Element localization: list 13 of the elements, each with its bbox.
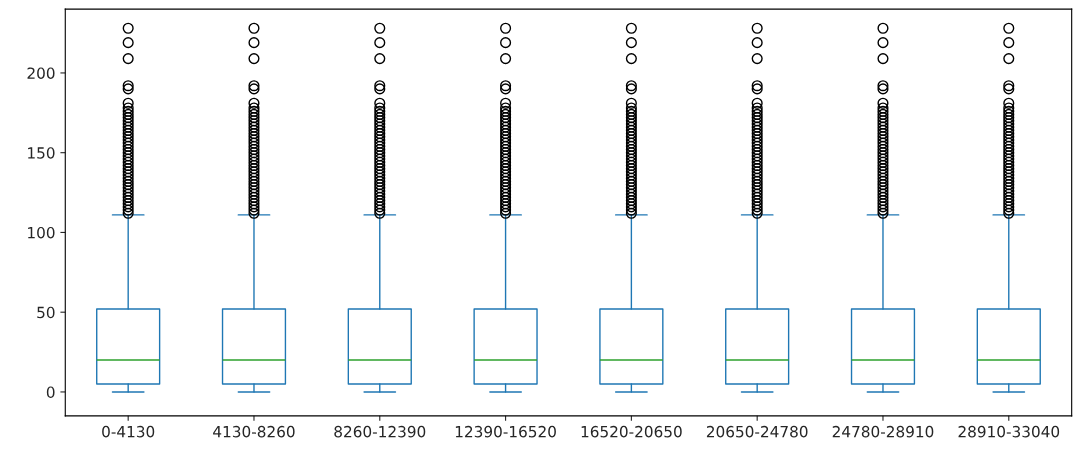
y-tick-label: 200 [27,67,55,79]
y-tick-label: 50 [37,306,55,319]
x-tick-label: 8260-12390 [334,425,426,438]
y-tick-label: 0 [46,386,55,398]
x-tick-label: 0-4130 [102,425,155,438]
x-tick-label: 12390-16520 [455,425,556,438]
x-tick-label: 4130-8260 [213,425,295,438]
y-tick-label: 150 [28,147,55,159]
x-tick-label: 24780-28910 [832,425,934,438]
x-tick-label: 16520-20650 [581,425,682,438]
y-tick-label: 100 [28,226,55,239]
x-tick-label: 28910-33040 [958,425,1060,438]
x-tick-label: 20650-24780 [706,425,808,438]
